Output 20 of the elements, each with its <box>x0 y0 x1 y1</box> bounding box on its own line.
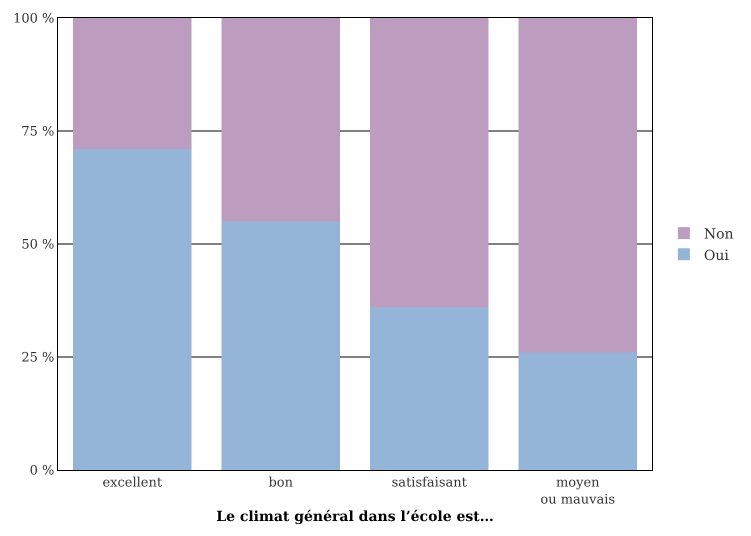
y-tick-label: 75 % <box>21 124 54 140</box>
bar <box>518 352 638 470</box>
bar <box>72 149 192 470</box>
bar <box>518 18 638 352</box>
y-tick-label: 25 % <box>21 350 54 366</box>
bar <box>370 307 489 470</box>
bar <box>370 18 489 308</box>
y-tick-label: 0 % <box>30 464 54 479</box>
bar <box>221 221 340 470</box>
x-tick-label: bon <box>268 476 294 491</box>
x-tick-label: moyen ou mauvais <box>540 476 616 508</box>
x-axis-title: Le climat général dans l’école est… <box>216 508 494 525</box>
y-tick-label: 100 % <box>13 12 54 27</box>
bar <box>72 18 192 150</box>
y-tick-label: 50 % <box>21 238 54 253</box>
legend-label: Non <box>704 226 734 243</box>
x-tick-label: satisfaisant <box>392 476 468 491</box>
x-tick-label: excellent <box>102 476 163 491</box>
bar <box>221 18 340 222</box>
legend-label: Oui <box>704 248 730 264</box>
